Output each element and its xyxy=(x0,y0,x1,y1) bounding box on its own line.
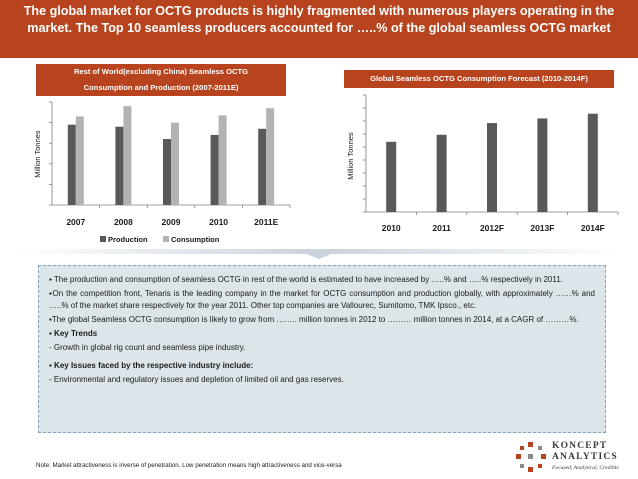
left-bar-production-2011E xyxy=(258,128,267,205)
right-x-tick-label: 2013F xyxy=(530,223,554,233)
page-title: The global market for OCTG products is h… xyxy=(0,0,638,58)
left-bar-production-2007 xyxy=(67,124,76,205)
left-chart-title-line2: Consumption and Production (2007-2011E) xyxy=(83,83,239,92)
left-bar-production-2009 xyxy=(163,139,171,205)
left-bar-consumption-2009 xyxy=(171,122,179,205)
divider-arrow xyxy=(14,249,624,259)
left-chart-title-line1: Rest of World(excluding China) Seamless … xyxy=(73,67,249,76)
right-x-tick-label: 2014F xyxy=(581,223,605,233)
charts-canvas: 2007 2008 2009 2010 2011E Million Tonnes Produ… xyxy=(33,94,619,244)
legend-production-label: Production xyxy=(108,235,148,244)
left-bar-consumption-2007 xyxy=(75,116,84,205)
footer-note: Note: Market attractiveness is inverse o… xyxy=(36,462,342,469)
insight-bullet-3: ▪The global Seamless OCTG consumption is… xyxy=(49,315,579,324)
right-bar-2010 xyxy=(386,141,397,212)
legend-consumption-label: Consumption xyxy=(171,235,220,244)
left-x-tick-label: 2007 xyxy=(66,217,85,227)
right-chart-title: Global Seamless OCTG Consumption Forecas… xyxy=(344,70,614,88)
right-bar-2011 xyxy=(436,134,447,212)
logo-name-line2: ANALYTICS xyxy=(552,452,618,462)
insights-panel: ▪ The production and consumption of seam… xyxy=(38,265,606,433)
key-trends-text: - Growth in global rig count and seamles… xyxy=(49,343,246,352)
left-bar-consumption-2008 xyxy=(123,106,132,205)
insight-bullet-1: ▪ The production and consumption of seam… xyxy=(49,275,563,284)
left-x-tick-label: 2011E xyxy=(254,217,278,227)
legend-consumption-swatch xyxy=(163,236,169,242)
right-x-tick-label: 2011 xyxy=(432,223,451,233)
right-bar-2012F xyxy=(487,123,497,212)
company-logo: KONCEPT ANALYTICS Focused, Analytical, C… xyxy=(512,440,634,478)
left-bar-consumption-2010 xyxy=(218,115,227,205)
left-chart-title: Rest of World(excluding China) Seamless … xyxy=(36,64,286,96)
left-bar-consumption-2011E xyxy=(266,108,275,205)
right-bar-2014F xyxy=(587,113,598,212)
left-bar-production-2010 xyxy=(210,134,219,205)
left-x-tick-label: 2008 xyxy=(114,217,133,227)
right-y-axis-label: Million Tonnes xyxy=(346,132,355,180)
key-issues-text: - Environmental and regulatory issues an… xyxy=(49,375,344,384)
legend-production-swatch xyxy=(100,236,106,242)
logo-tagline: Focused, Analytical, Credible xyxy=(552,465,619,471)
key-issues-heading: ▪ Key Issues faced by the respective ind… xyxy=(49,361,254,370)
right-x-tick-label: 2010 xyxy=(382,223,401,233)
left-y-axis-label: Million Tonnes xyxy=(33,130,42,178)
insight-bullet-2: ▪On the competition front, Tenaris is th… xyxy=(49,289,595,310)
left-x-tick-label: 2009 xyxy=(162,217,181,227)
logo-name-line1: KONCEPT xyxy=(552,441,608,451)
logo-name: KONCEPT ANALYTICS xyxy=(552,441,618,463)
key-trends-heading: ▪ Key Trends xyxy=(49,329,98,338)
left-bar-production-2008 xyxy=(115,126,124,205)
logo-mark-icon xyxy=(516,442,546,472)
left-x-tick-label: 2010 xyxy=(209,217,228,227)
right-bar-2013F xyxy=(537,118,548,212)
right-x-tick-label: 2012F xyxy=(480,223,504,233)
